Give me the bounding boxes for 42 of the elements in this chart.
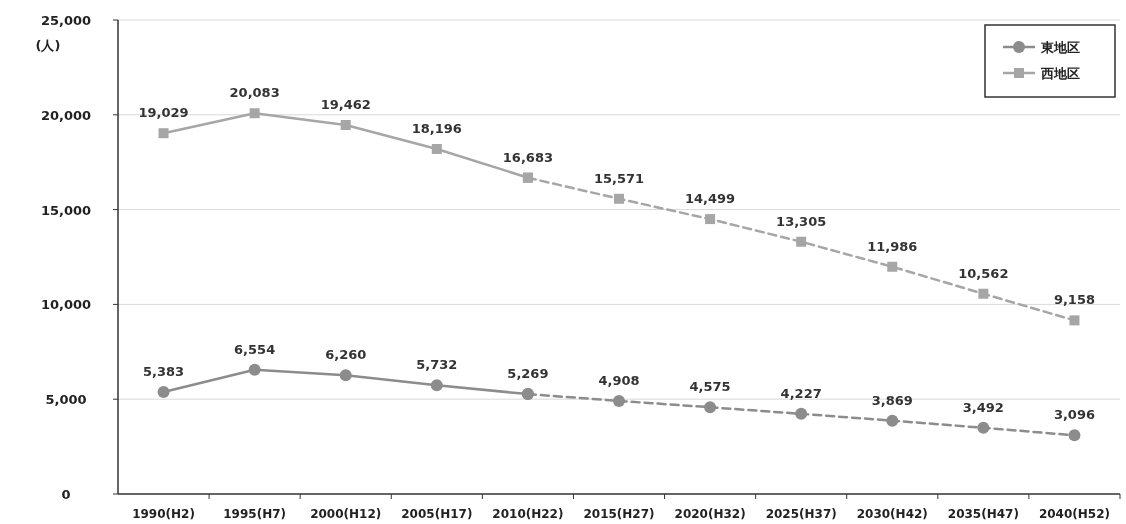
x-tick-label: 2005(H17) (401, 507, 473, 521)
x-tick-label: 1990(H2) (132, 507, 195, 521)
data-label: 5,383 (142, 363, 185, 379)
data-label: 5,269 (507, 366, 549, 382)
data-label: 15,571 (593, 170, 645, 186)
data-label: 4,227 (780, 385, 822, 401)
data-label: 20,083 (229, 85, 280, 101)
data-label: 6,554 (234, 341, 276, 357)
y-tick-label: 25,000 (40, 13, 92, 28)
data-label: 19,029 (138, 105, 189, 121)
y-tick-label: 10,000 (40, 297, 92, 313)
x-tick-label: 2010(H22) (492, 507, 564, 521)
y-tick-label: 0 (61, 487, 71, 502)
legend-label: 西地区 (1040, 66, 1080, 81)
y-axis-title: (人) (35, 38, 61, 53)
data-label: 4,908 (598, 372, 640, 388)
data-label: 3,096 (1053, 407, 1096, 423)
data-label: 9,158 (1053, 292, 1096, 308)
data-label: 5,732 (416, 357, 458, 373)
y-tick-label: 15,000 (40, 202, 92, 218)
x-tick-label: 2020(H32) (674, 507, 746, 521)
data-label: 3,869 (871, 392, 913, 408)
data-label: 3,492 (962, 399, 1004, 415)
data-label: 6,260 (325, 347, 367, 363)
data-label: 19,462 (320, 97, 371, 112)
x-tick-label: 1995(H7) (223, 507, 287, 521)
x-tick-label: 2000(H12) (310, 507, 382, 521)
legend-label: 東地区 (1040, 40, 1080, 55)
data-label: 16,683 (502, 149, 553, 165)
x-tick-label: 2025(H37) (765, 507, 837, 521)
data-label: 13,305 (776, 213, 827, 229)
x-tick-label: 2040(H52) (1038, 507, 1111, 521)
data-label: 11,986 (867, 238, 918, 254)
x-tick-label: 2030(H42) (856, 507, 928, 521)
data-label: 10,562 (958, 265, 1009, 281)
y-tick-label: 20,000 (40, 107, 92, 123)
data-label: 18,196 (411, 121, 462, 136)
x-tick-label: 2015(H27) (583, 507, 655, 521)
y-tick-label: 5,000 (45, 392, 87, 408)
data-label: 4,575 (689, 379, 731, 395)
x-tick-label: 2035(H47) (947, 507, 1019, 521)
data-label: 14,499 (685, 191, 736, 207)
